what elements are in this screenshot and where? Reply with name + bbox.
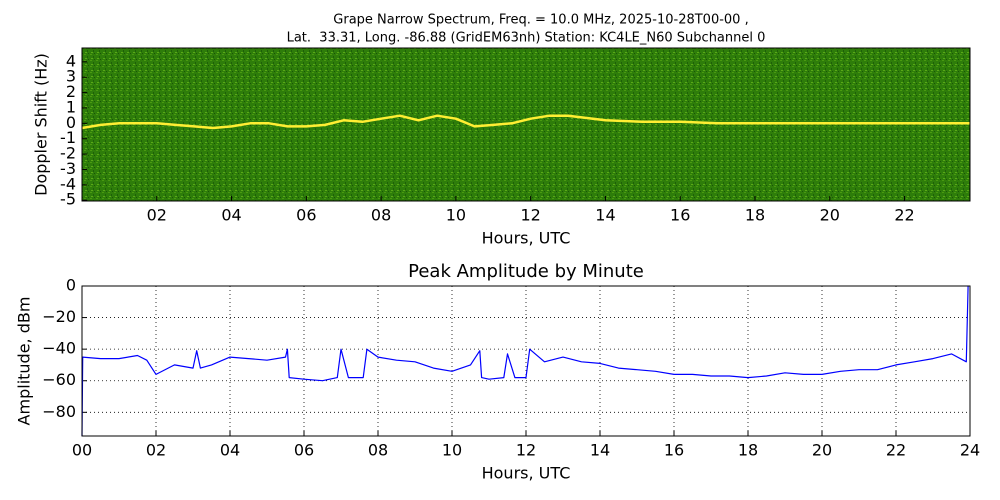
x-tick-label: 02 — [147, 206, 167, 225]
y-tick-label: 4 — [66, 51, 76, 70]
doppler-trace — [81, 114, 970, 130]
x-tick-label: 06 — [296, 206, 316, 225]
x-tick-label: 14 — [595, 206, 615, 225]
x-tick-label: 04 — [220, 441, 240, 460]
chart-title: Grape Narrow Spectrum, Freq. = 10.0 MHz,… — [333, 13, 748, 28]
x-tick-label: 20 — [812, 441, 832, 460]
y-tick-label: −80 — [42, 402, 76, 421]
x-axis-label: Hours, UTC — [482, 464, 571, 483]
plot-frame — [81, 47, 971, 202]
y-tick-label: −20 — [42, 307, 76, 326]
chart-subtitle: Lat. 33.31, Long. -86.88 (GridEM63nh) St… — [287, 31, 766, 46]
x-tick-label: 10 — [446, 206, 466, 225]
x-tick-label: 16 — [670, 206, 690, 225]
x-tick-label: 02 — [146, 441, 166, 460]
x-tick-label: 24 — [960, 441, 980, 460]
y-tick-label: -3 — [60, 159, 76, 178]
y-axis-label: Amplitude, dBm — [15, 297, 34, 426]
y-tick-label: 2 — [66, 82, 76, 101]
y-tick-label: 0 — [66, 113, 76, 132]
line-series — [81, 285, 969, 437]
y-tick-label: -1 — [60, 128, 76, 147]
plot-frame — [81, 285, 971, 437]
y-tick-label: 3 — [66, 67, 76, 86]
x-tick-label: 06 — [294, 441, 314, 460]
x-tick-label: 10 — [442, 441, 462, 460]
x-axis-label: Hours, UTC — [482, 229, 571, 248]
x-tick-label: 12 — [516, 441, 536, 460]
x-tick-label: 18 — [738, 441, 758, 460]
x-tick-label: 22 — [886, 441, 906, 460]
x-tick-label: 00 — [72, 441, 92, 460]
x-tick-label: 16 — [664, 441, 684, 460]
x-tick-label: 08 — [368, 441, 388, 460]
x-tick-label: 12 — [520, 206, 540, 225]
x-tick-label: 20 — [820, 206, 840, 225]
y-tick-label: −60 — [42, 370, 76, 389]
y-tick-label: 1 — [66, 97, 76, 116]
chart-title: Peak Amplitude by Minute — [408, 261, 644, 282]
y-tick-label: -5 — [60, 190, 76, 209]
y-tick-label: 0 — [66, 276, 76, 295]
x-tick-label: 14 — [590, 441, 610, 460]
y-tick-label: -4 — [60, 174, 76, 193]
x-tick-label: 08 — [371, 206, 391, 225]
x-tick-label: 04 — [221, 206, 241, 225]
x-tick-label: 18 — [745, 206, 765, 225]
x-tick-label: 22 — [894, 206, 914, 225]
y-tick-label: -2 — [60, 144, 76, 163]
y-axis-label: Doppler Shift (Hz) — [32, 53, 51, 196]
y-tick-label: −40 — [42, 339, 76, 358]
